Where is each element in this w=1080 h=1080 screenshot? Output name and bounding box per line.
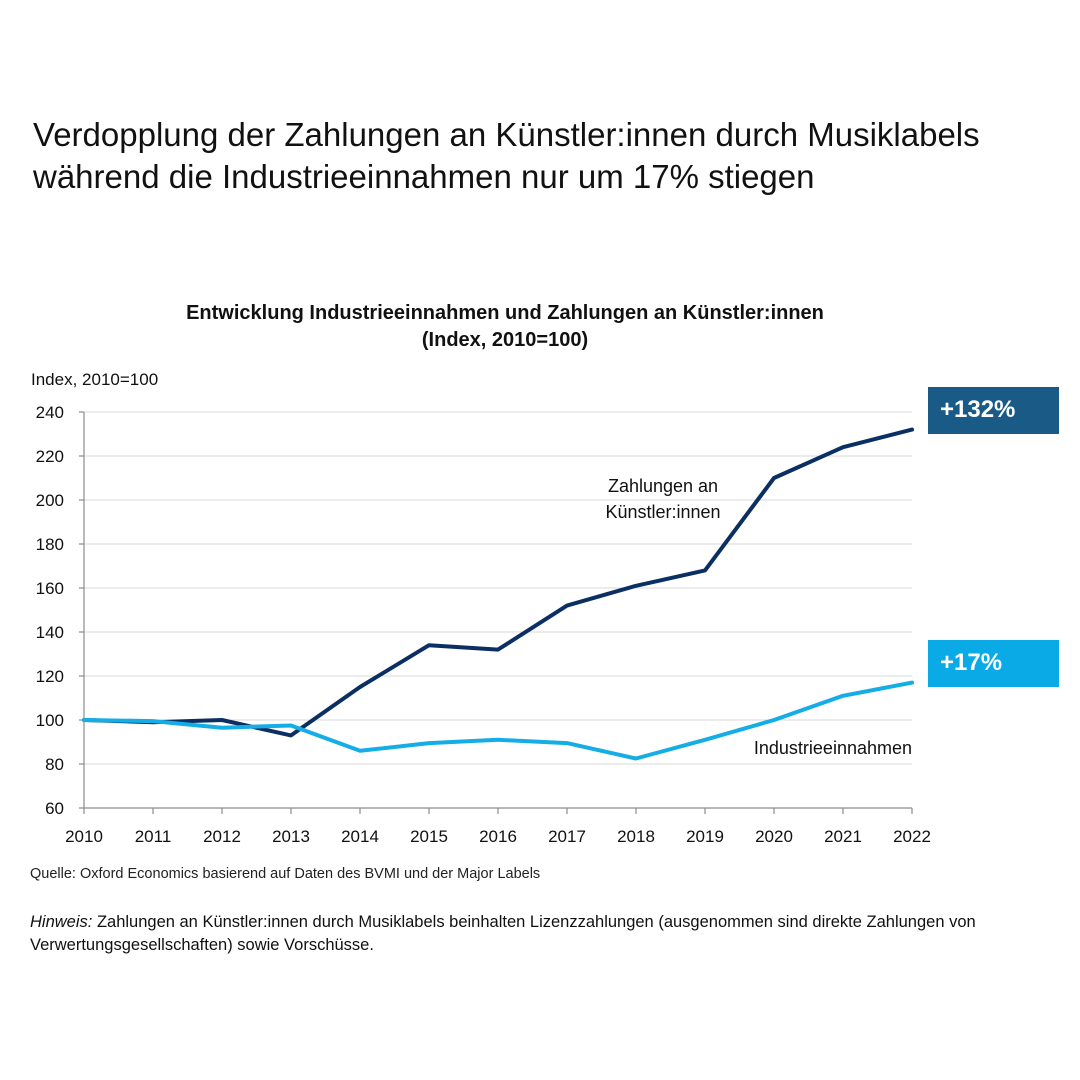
headline-line-1: Verdopplung der Zahlungen an Künstler:in…	[33, 116, 980, 153]
y-tick-label-200: 200	[36, 491, 64, 510]
y-tick-label-160: 160	[36, 579, 64, 598]
x-tick-label-2022: 2022	[893, 827, 931, 846]
chart-title-line-2: (Index, 2010=100)	[421, 329, 589, 351]
x-tick-label-2021: 2021	[824, 827, 862, 846]
x-tick-label-2017: 2017	[548, 827, 586, 846]
artist-payments-label: Zahlungen an	[608, 476, 718, 496]
x-tick-label-2015: 2015	[410, 827, 448, 846]
gridlines	[84, 411, 912, 765]
footnote-label: Hinweis:	[30, 913, 93, 931]
industry-revenue-change-badge: +17%	[928, 639, 1059, 687]
artist-payments-label: Künstler:innen	[605, 502, 720, 522]
series-labels: Zahlungen an Künstler:innen Industrieeinna…	[605, 476, 912, 758]
artist-payments-change-badge: +132%	[928, 386, 1059, 434]
axes: 60 80 100 120 140 160 180 200 220 240 2010 2011 2012…	[36, 403, 931, 846]
y-tick-label-140: 140	[36, 623, 64, 642]
x-tick-label-2018: 2018	[617, 827, 655, 846]
headline-line-2: während die Industrieeinnahmen nur um 17…	[33, 158, 815, 195]
industry-revenue-label: Industrieeinnahmen	[754, 738, 912, 758]
source-text: Quelle: Oxford Economics basierend auf D…	[30, 866, 541, 882]
headline: Verdopplung der Zahlungen an Künstler:in…	[33, 114, 1053, 198]
footnote: Hinweis: Zahlungen an Künstler:innen dur…	[30, 911, 1030, 957]
x-tick-label-2016: 2016	[479, 827, 517, 846]
chart-title-line-1: Entwicklung Industrieeinnahmen und Zahlu…	[186, 302, 824, 324]
x-tick-label-2020: 2020	[755, 827, 793, 846]
y-tick-label-80: 80	[45, 755, 64, 774]
y-axis-label: Index, 2010=100	[31, 370, 159, 389]
y-tick-label-60: 60	[45, 799, 64, 818]
chart-title: Entwicklung Industrieeinnahmen und Zahlu…	[40, 300, 970, 354]
x-tick-label-2014: 2014	[341, 827, 379, 846]
artist-payments-line	[82, 427, 914, 738]
series-lines	[82, 427, 914, 761]
y-tick-label-120: 120	[36, 667, 64, 686]
y-tick-label-220: 220	[36, 447, 64, 466]
footnote-text: Zahlungen an Künstler:innen durch Musikl…	[30, 913, 976, 954]
y-tick-label-180: 180	[36, 535, 64, 554]
y-tick-label-100: 100	[36, 711, 64, 730]
x-tick-label-2013: 2013	[272, 827, 310, 846]
y-tick-label-240: 240	[36, 403, 64, 422]
x-tick-label-2012: 2012	[203, 827, 241, 846]
x-tick-label-2019: 2019	[686, 827, 724, 846]
x-tick-label-2010: 2010	[65, 827, 103, 846]
x-tick-label-2011: 2011	[135, 827, 172, 846]
industry-revenue-line	[82, 680, 914, 761]
